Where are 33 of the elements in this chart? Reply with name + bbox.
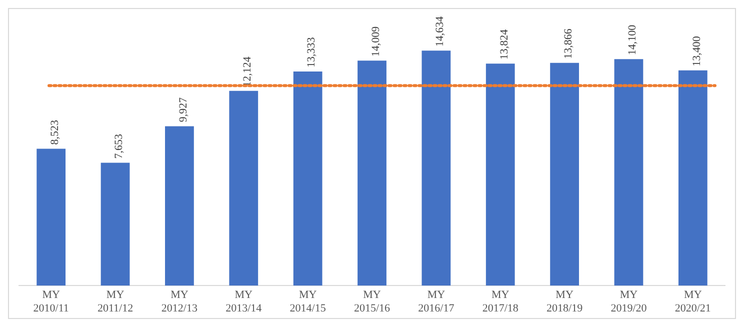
data-label: 13,866 (562, 28, 574, 59)
data-label: 9,927 (177, 96, 190, 122)
data-label: 14,100 (626, 24, 639, 56)
data-label: 14,634 (434, 16, 446, 47)
bar (550, 62, 579, 286)
bar (36, 148, 66, 286)
bar (486, 64, 515, 286)
bar (422, 50, 451, 286)
x-tick-label: MY 2018/19 (546, 289, 584, 314)
bar (293, 71, 322, 286)
bar (165, 126, 194, 286)
bar (229, 90, 258, 286)
data-label: 14,009 (370, 26, 382, 57)
bar (614, 59, 644, 286)
x-tick-label: MY 2013/14 (226, 289, 262, 314)
x-tick-label: MY 2014/15 (290, 289, 326, 314)
bar (678, 70, 708, 286)
data-label: 13,824 (498, 28, 510, 60)
data-label: 12,124 (242, 56, 254, 87)
data-label: 8,523 (48, 119, 61, 145)
x-tick-label: MY 2019/20 (610, 289, 648, 314)
data-label: 13,333 (306, 36, 318, 68)
x-tick-label: MY 2011/12 (97, 289, 134, 314)
data-label: 7,653 (113, 133, 126, 159)
bar (100, 162, 130, 286)
x-tick-label: MY 2020/21 (674, 289, 711, 314)
x-tick-label: MY 2016/17 (418, 289, 455, 314)
bar (358, 60, 386, 286)
x-tick-label: MY 2017/18 (482, 289, 519, 314)
x-tick-label: MY 2010/11 (33, 289, 69, 314)
x-tick-label: MY 2012/13 (161, 289, 198, 314)
x-tick-label: MY 2015/16 (354, 289, 391, 314)
data-label: 13,400 (690, 36, 703, 66)
